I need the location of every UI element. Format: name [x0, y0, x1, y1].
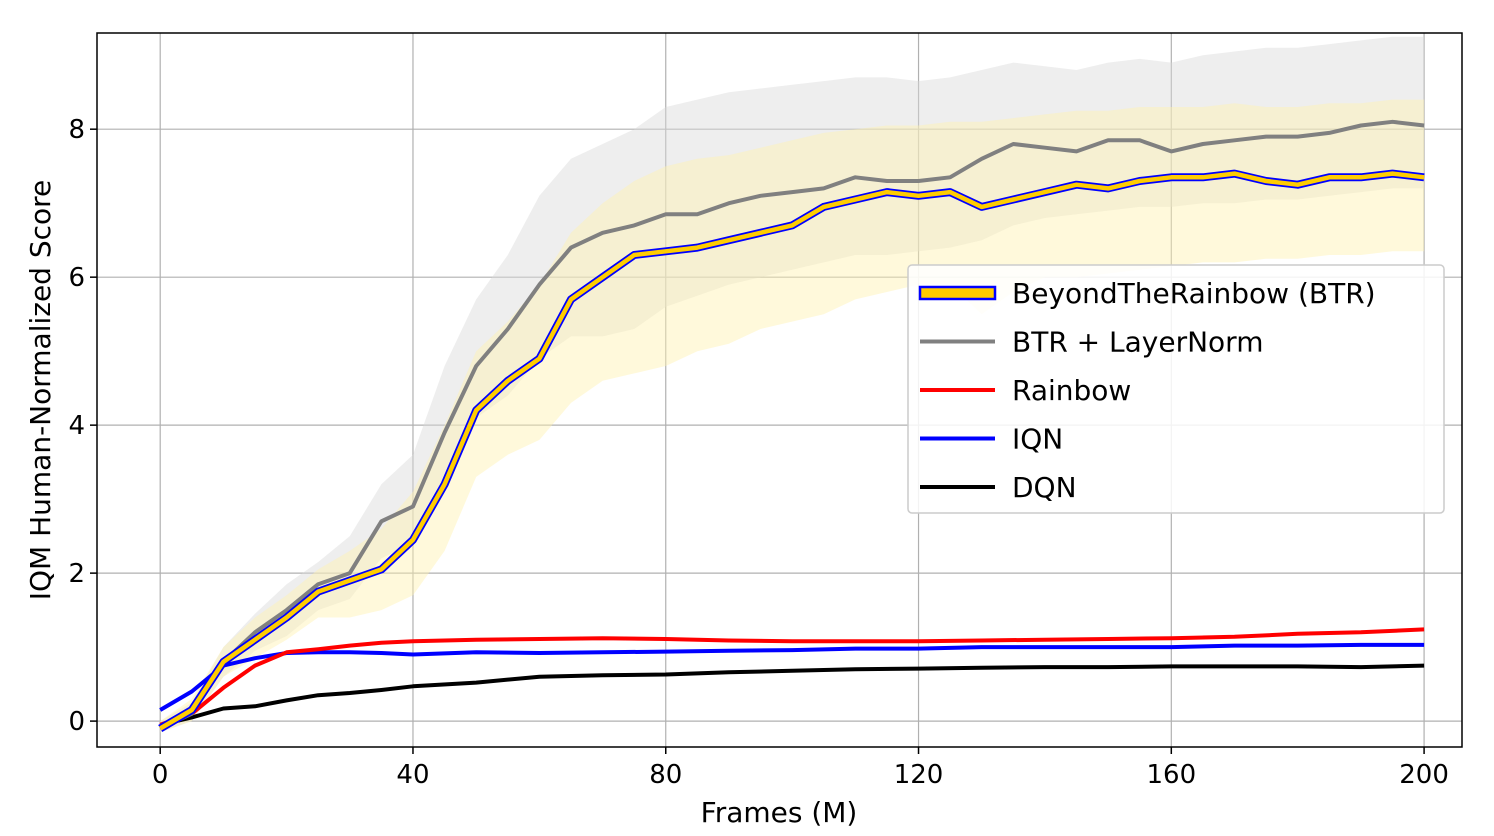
x-axis-label: Frames (M) [701, 796, 858, 829]
legend-box [907, 264, 1445, 514]
legend-swatch [918, 285, 997, 301]
y-tick-label: 0 [68, 707, 85, 737]
x-tick-label: 160 [1146, 760, 1196, 790]
legend-label: BeyondTheRainbow (BTR) [1012, 277, 1376, 310]
legend-label: Rainbow [1012, 374, 1131, 407]
series-line [159, 627, 1425, 727]
y-tick-label: 8 [68, 115, 85, 145]
plot-frame [96, 32, 1463, 748]
y-tick-label: 4 [68, 411, 85, 441]
legend-label: BTR + LayerNorm [1012, 326, 1263, 359]
series-line [159, 663, 1425, 727]
confidence-band [160, 99, 1425, 733]
y-axis-label: IQM Human-Normalized Score [24, 180, 57, 601]
x-tick-label: 120 [894, 760, 944, 790]
legend: BeyondTheRainbow (BTR) BTR + LayerNorm Rai… [907, 264, 1445, 514]
series-line [159, 642, 1425, 712]
x-tick-label: 0 [152, 760, 169, 790]
y-tick-label: 2 [68, 559, 85, 589]
y-axis-ticks: 0 2 4 6 8 [68, 115, 97, 737]
x-axis-ticks: 0 40 80 120 160 200 [152, 747, 1449, 790]
series-line [159, 171, 1425, 731]
legend-label: IQN [1012, 423, 1063, 456]
x-tick-label: 200 [1399, 760, 1449, 790]
series-line [159, 119, 1425, 731]
legend-label: DQN [1012, 471, 1077, 504]
x-tick-label: 40 [396, 760, 429, 790]
confidence-band [160, 36, 1425, 733]
confidence-bands [160, 36, 1425, 733]
series-lines [158, 119, 1425, 732]
x-tick-label: 80 [649, 760, 682, 790]
y-tick-label: 6 [68, 263, 85, 293]
